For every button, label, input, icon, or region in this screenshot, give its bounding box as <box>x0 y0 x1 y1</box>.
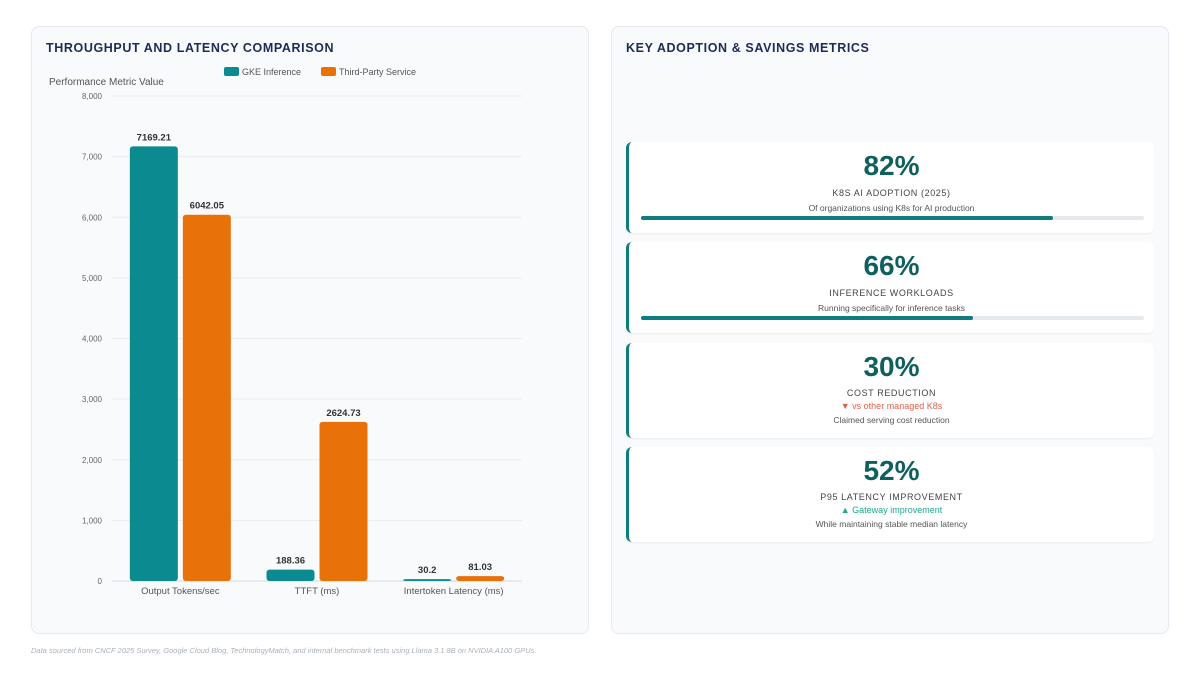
y-tick-label: 3,000 <box>82 395 103 404</box>
y-tick-label: 6,000 <box>82 213 103 222</box>
x-tick-label: Intertoken Latency (ms) <box>404 586 504 597</box>
metrics-title: KEY ADOPTION & SAVINGS METRICS <box>626 41 870 55</box>
metric-label: COST REDUCTION <box>846 388 937 398</box>
bar-gke <box>266 569 315 581</box>
y-tick-label: 5,000 <box>82 274 103 283</box>
metric-card-k8s-adoption: 82% K8S AI ADOPTION (2025) Of organizati… <box>626 142 1154 233</box>
bar-third-party <box>182 214 231 581</box>
y-tick-label: 2,000 <box>82 456 103 465</box>
bar-gke <box>129 146 178 581</box>
metric-card-inference-workloads: 66% INFERENCE WORKLOADS Running specific… <box>626 242 1154 333</box>
y-tick-label: 8,000 <box>82 92 103 101</box>
metric-label: INFERENCE WORKLOADS <box>829 288 954 298</box>
legend-swatch <box>321 67 336 76</box>
x-tick-label: Output Tokens/sec <box>141 586 220 597</box>
chart-panel: THROUGHPUT AND LATENCY COMPARISON Perfor… <box>31 26 589 634</box>
metric-description: Running specifically for inference tasks <box>818 303 965 313</box>
bar-chart: Performance Metric Value 0 1,000 2,000 3,000… <box>49 67 522 597</box>
legend-label: Third-Party Service <box>339 67 416 77</box>
bar-third-party <box>319 421 368 581</box>
source-footnote: Data sourced from CNCF 2025 Survey, Goog… <box>31 646 537 655</box>
metric-label: P95 LATENCY IMPROVEMENT <box>820 492 963 502</box>
metric-card-p95-latency: 52% P95 LATENCY IMPROVEMENT ▲ Gateway im… <box>626 447 1154 542</box>
legend-swatch <box>224 67 239 76</box>
progress-track <box>641 316 1144 320</box>
bar-gke <box>403 579 452 581</box>
metric-value: 82% <box>863 150 920 181</box>
data-label: 188.36 <box>276 556 305 567</box>
data-label: 7169.21 <box>137 132 172 143</box>
progress-fill <box>641 216 1054 220</box>
progress-fill <box>641 316 973 320</box>
metric-description: Of organizations using K8s for AI produc… <box>808 203 975 213</box>
metric-value: 66% <box>863 250 920 281</box>
y-tick-label: 0 <box>98 577 103 586</box>
y-tick-label: 1,000 <box>82 516 103 525</box>
metric-delta: ▼ vs other managed K8s <box>840 401 943 411</box>
x-tick-label: TTFT (ms) <box>295 586 340 597</box>
y-tick-label: 4,000 <box>82 335 103 344</box>
legend-label: GKE Inference <box>242 67 301 77</box>
y-tick-label: 7,000 <box>82 153 103 162</box>
metric-card-cost-reduction: 30% COST REDUCTION ▼ vs other managed K8… <box>626 343 1154 438</box>
data-label: 81.03 <box>468 562 492 573</box>
y-axis-label: Performance Metric Value <box>49 77 164 88</box>
metric-description: Claimed serving cost reduction <box>833 415 950 425</box>
metric-description: While maintaining stable median latency <box>815 519 968 529</box>
metric-value: 52% <box>863 455 920 486</box>
metrics-panel: KEY ADOPTION & SAVINGS METRICS 82% K8S A… <box>611 26 1169 634</box>
data-label: 6042.05 <box>190 201 225 212</box>
data-label: 30.2 <box>418 565 437 576</box>
metric-delta: ▲ Gateway improvement <box>840 505 943 515</box>
bar-third-party <box>456 576 505 581</box>
metric-value: 30% <box>863 351 920 382</box>
data-label: 2624.73 <box>326 408 360 419</box>
metric-label: K8S AI ADOPTION (2025) <box>832 188 951 198</box>
chart-title: THROUGHPUT AND LATENCY COMPARISON <box>46 41 335 55</box>
progress-track <box>641 216 1144 220</box>
